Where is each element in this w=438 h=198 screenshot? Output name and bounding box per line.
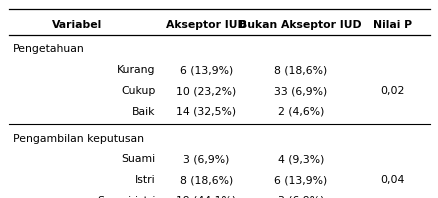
Text: 8 (18,6%): 8 (18,6%) [179, 175, 233, 185]
Text: 4 (9,3%): 4 (9,3%) [277, 154, 323, 164]
Text: Bukan Akseptor IUD: Bukan Akseptor IUD [239, 20, 361, 30]
Text: Akseptor IUD: Akseptor IUD [166, 20, 246, 30]
Text: 33 (6,9%): 33 (6,9%) [273, 86, 327, 96]
Text: Variabel: Variabel [52, 20, 102, 30]
Text: 3 (6,9%): 3 (6,9%) [183, 154, 229, 164]
Text: Cukup: Cukup [121, 86, 155, 96]
Text: 3 (6,9%): 3 (6,9%) [277, 196, 323, 198]
Text: 14 (32,5%): 14 (32,5%) [176, 107, 236, 117]
Text: Istri: Istri [135, 175, 155, 185]
Text: 19 (44,1%): 19 (44,1%) [176, 196, 236, 198]
Text: 2 (4,6%): 2 (4,6%) [277, 107, 323, 117]
Text: 0,04: 0,04 [380, 175, 404, 185]
Text: Kurang: Kurang [117, 65, 155, 75]
Text: 6 (13,9%): 6 (13,9%) [273, 175, 327, 185]
Text: Suami-istri: Suami-istri [97, 196, 155, 198]
Text: Suami: Suami [121, 154, 155, 164]
Text: Baik: Baik [132, 107, 155, 117]
Text: 10 (23,2%): 10 (23,2%) [176, 86, 236, 96]
Text: Nilai P: Nilai P [372, 20, 412, 30]
Text: Pengambilan keputusan: Pengambilan keputusan [13, 134, 144, 144]
Text: 6 (13,9%): 6 (13,9%) [179, 65, 233, 75]
Text: 8 (18,6%): 8 (18,6%) [273, 65, 327, 75]
Text: 0,02: 0,02 [380, 86, 404, 96]
Text: Pengetahuan: Pengetahuan [13, 45, 85, 54]
